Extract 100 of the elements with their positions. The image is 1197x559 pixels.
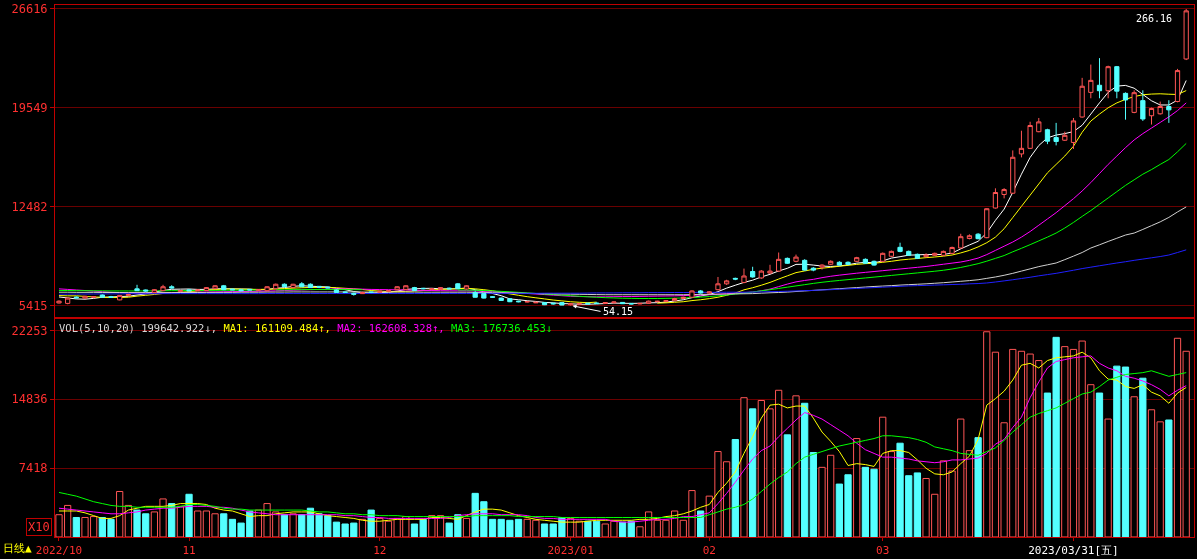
candlestick [108,295,114,299]
bar [887,451,896,537]
text: X10 [28,520,50,534]
x-tick-label: 12 [373,544,387,558]
bar [731,438,739,537]
candlestick [507,297,513,303]
bar [740,397,748,537]
candlestick [1070,117,1077,150]
candlestick [177,289,183,293]
candlestick [1148,107,1155,126]
y-tick-label: 22253 [11,323,48,338]
candlestick [949,246,955,255]
candlestick [455,282,461,290]
candlestick [385,289,392,293]
candlestick [628,302,634,305]
text: MA3: 176736.453↓ [450,322,553,334]
candlestick [559,301,565,306]
candlestick [160,284,166,292]
candlestick [143,289,149,293]
candlestick [1079,77,1085,119]
candlestick [1018,130,1025,158]
candlestick [1044,128,1051,145]
candlestick [1131,89,1137,114]
candlestick [247,288,253,291]
bar [974,437,982,537]
candlestick [828,259,834,266]
candlestick [264,285,270,292]
candlestick [117,294,123,301]
bar [809,451,817,537]
candlestick [212,284,218,290]
candlestick [845,260,851,266]
candlestick [82,295,88,300]
candlestick [776,252,782,273]
candlestick [1140,89,1146,122]
candlestick [1122,91,1129,121]
candlestick [229,288,236,291]
candlestick [125,293,131,297]
candlestick [802,258,808,272]
candlestick [411,286,418,292]
candlestick [897,242,903,253]
x-tick-label: 2022/10 [35,544,83,558]
candlestick [732,277,738,281]
candlestick [862,257,868,265]
annotation: 266.16 [1136,13,1173,24]
candlestick [923,252,929,258]
candlestick [238,288,244,292]
text: MA1: 161109.484↑, [223,322,331,334]
candlestick [316,285,322,289]
line-series [58,249,1187,295]
candlestick [793,254,799,263]
candlestick [1166,99,1172,124]
candlestick [854,256,860,263]
candlestick [333,288,340,294]
candlestick [602,301,608,305]
candlestick [1062,131,1068,142]
candlestick [611,301,617,304]
bar [792,395,800,537]
bar [801,402,809,537]
candlestick [880,252,886,263]
candlestick [481,292,487,299]
candlestick [368,291,374,294]
bar [176,505,184,537]
candlestick [698,289,704,295]
candlestick [429,287,435,291]
candlestick [966,233,973,240]
x-tick-label: 2023/03/31[五] [1028,544,1119,558]
candlestick [1096,57,1103,99]
annotation: VOL(5,10,20) 199642.922↓, [59,322,218,334]
candlestick [1183,8,1189,61]
bar [280,514,289,537]
candlestick [403,284,409,291]
bar [1130,396,1138,537]
bar [185,493,193,537]
candlestick [1053,122,1059,146]
candlestick [290,283,296,289]
candlestick [1027,121,1033,150]
bar [72,517,80,537]
y-tick-label: 26616 [11,2,48,17]
candlestick [689,289,695,299]
bar [783,434,791,537]
y-tick-label: 5415 [18,298,48,313]
candlestick [56,299,62,305]
candlestick [255,288,262,292]
candlestick [784,257,790,265]
candlestick [73,295,79,299]
candlestick [1114,65,1120,99]
candlestick [932,252,938,257]
candlestick [767,264,773,275]
candlestick [446,287,452,290]
candlestick [906,250,912,257]
y-tick-label: 7418 [18,461,48,476]
candlestick [758,269,764,280]
x-tick-label: 02 [702,544,716,558]
candlestick [472,290,478,299]
candlestick [377,290,383,294]
text: 日线▲ [3,542,32,555]
bar [879,416,887,537]
y-tick-label: 12482 [11,199,48,214]
bar [749,408,757,537]
candlestick [325,286,331,289]
